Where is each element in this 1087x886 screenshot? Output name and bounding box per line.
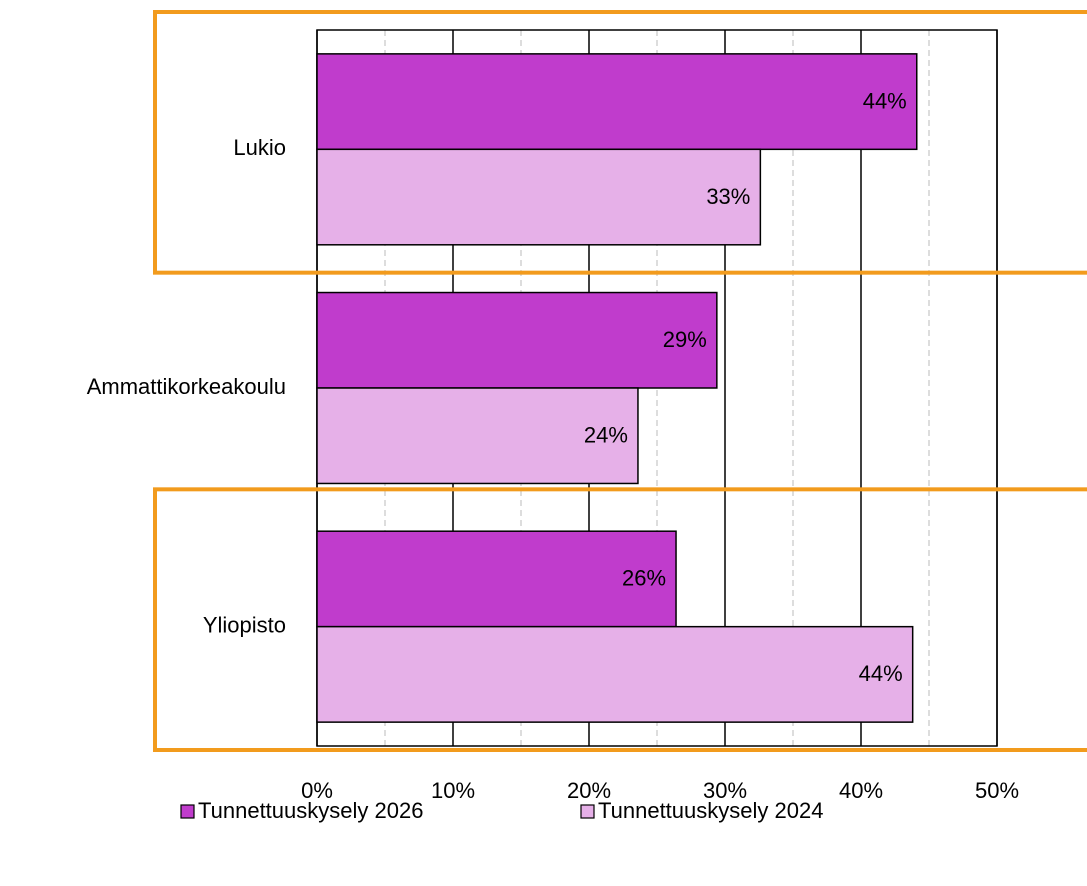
category-label: Lukio xyxy=(233,135,286,160)
bar xyxy=(316,53,918,151)
highlight-box xyxy=(153,487,1087,752)
bar xyxy=(316,148,762,246)
bar xyxy=(316,387,639,485)
legend-label: Tunnettuuskysely 2024 xyxy=(598,798,823,823)
data-label: 44% xyxy=(859,661,903,686)
bar xyxy=(316,530,677,628)
legend-swatch xyxy=(580,804,595,819)
x-tick-label: 30% xyxy=(703,778,747,803)
legend-swatch xyxy=(180,804,195,819)
data-label: 24% xyxy=(584,423,628,448)
bar xyxy=(316,291,718,389)
x-tick-label: 10% xyxy=(431,778,475,803)
legend-label: Tunnettuuskysely 2026 xyxy=(198,798,423,823)
x-tick-label: 0% xyxy=(301,778,333,803)
data-label: 33% xyxy=(706,184,750,209)
bar xyxy=(316,625,914,723)
data-label: 29% xyxy=(663,327,707,352)
x-tick-label: 20% xyxy=(567,778,611,803)
x-tick-label: 40% xyxy=(839,778,883,803)
highlight-box xyxy=(153,10,1087,275)
category-label: Ammattikorkeakoulu xyxy=(87,374,286,399)
data-label: 26% xyxy=(622,566,666,591)
x-tick-label: 50% xyxy=(975,778,1019,803)
data-label: 44% xyxy=(863,88,907,113)
category-label: Yliopisto xyxy=(203,612,286,637)
